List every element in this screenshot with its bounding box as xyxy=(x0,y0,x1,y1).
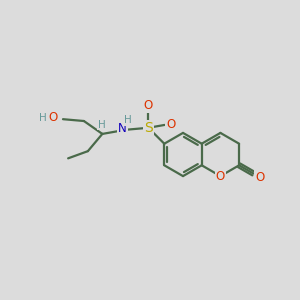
Text: O: O xyxy=(49,111,58,124)
Text: H: H xyxy=(124,115,132,125)
Text: O: O xyxy=(216,169,225,183)
Text: H: H xyxy=(39,113,46,123)
Text: N: N xyxy=(118,122,127,135)
Text: H: H xyxy=(98,120,106,130)
Text: S: S xyxy=(144,121,153,135)
Text: O: O xyxy=(166,118,175,131)
Text: O: O xyxy=(255,171,265,184)
Text: O: O xyxy=(144,99,153,112)
